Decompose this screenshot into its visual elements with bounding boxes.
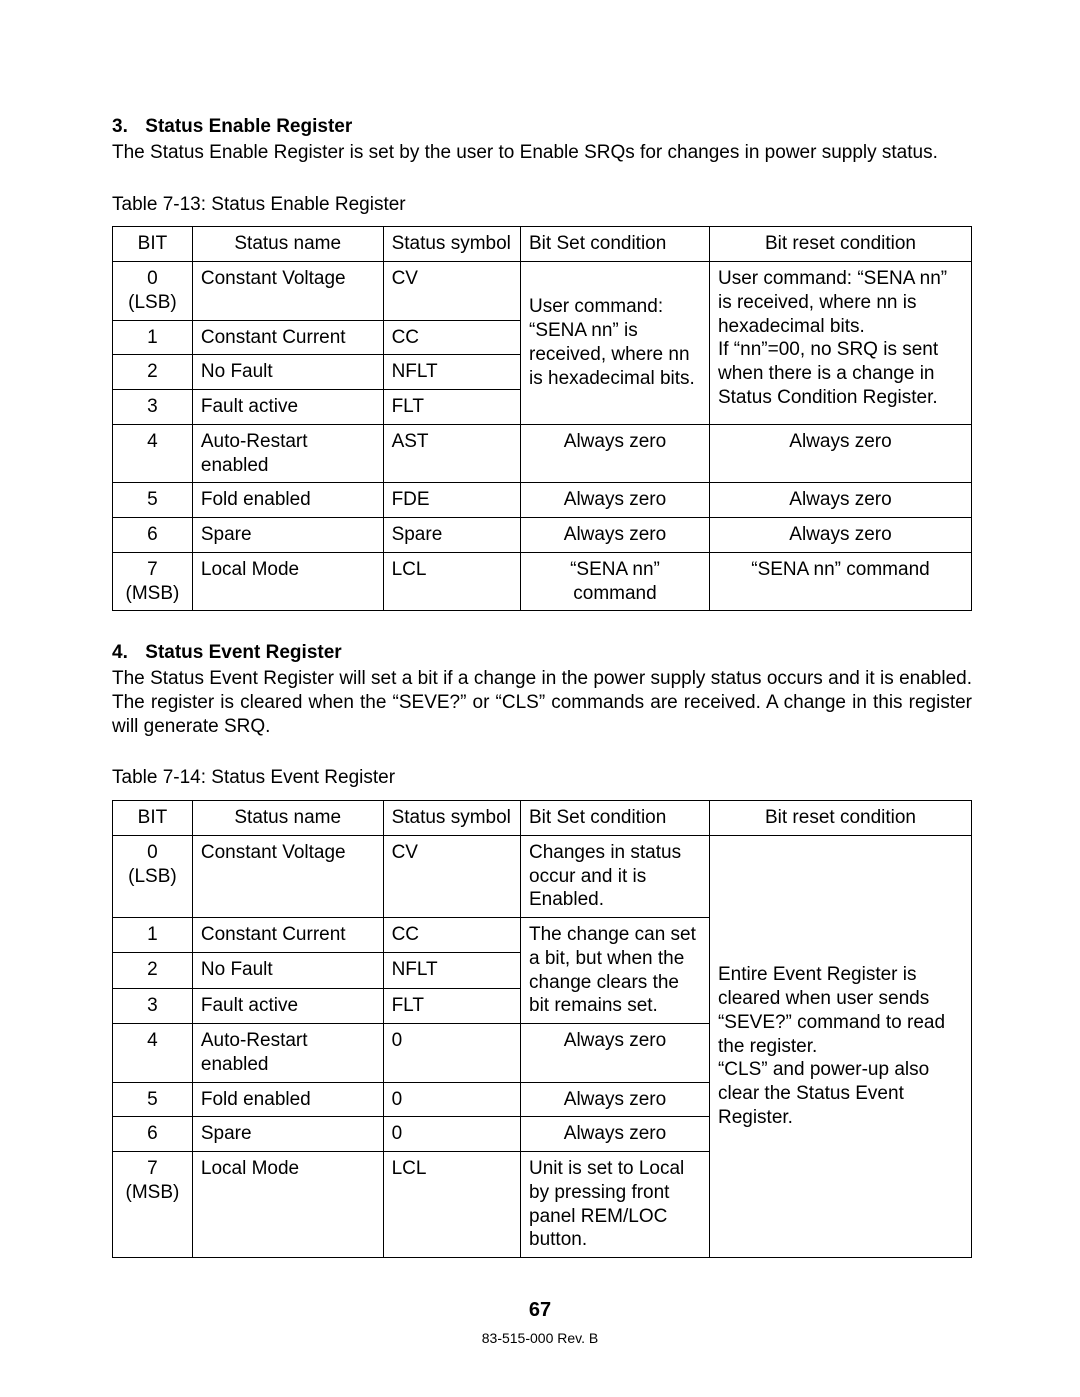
table-row: BIT Status name Status symbol Bit Set co… — [113, 801, 972, 836]
cell-reset-merged: User command: “SENA nn” is received, whe… — [709, 262, 971, 425]
cell-sym: CC — [383, 320, 520, 355]
table-13-caption: Table 7-13: Status Enable Register — [112, 193, 972, 217]
table-row: 0 (LSB) Constant Voltage CV Changes in s… — [113, 835, 972, 917]
cell-name: Local Mode — [192, 552, 383, 611]
cell-name: Fault active — [192, 390, 383, 425]
cell-sym: CV — [383, 262, 520, 321]
cell-sym: 0 — [383, 1117, 520, 1152]
cell-bit: 2 — [113, 355, 193, 390]
cell-bit: 7 (MSB) — [113, 552, 193, 611]
cell-bit: 5 — [113, 1082, 193, 1117]
cell-name: No Fault — [192, 355, 383, 390]
col-header-set: Bit Set condition — [521, 227, 710, 262]
cell-reset: Always zero — [709, 483, 971, 518]
cell-sym: 0 — [383, 1082, 520, 1117]
col-header-name: Status name — [192, 227, 383, 262]
col-header-reset: Bit reset condition — [709, 801, 971, 836]
cell-name: Auto-Restart enabled — [192, 424, 383, 483]
section-3-title: Status Enable Register — [145, 116, 352, 137]
col-header-symbol: Status symbol — [383, 801, 520, 836]
cell-bit: 6 — [113, 1117, 193, 1152]
section-4-number: 4. — [112, 641, 140, 665]
cell-reset: Always zero — [709, 424, 971, 483]
section-3-paragraph: The Status Enable Register is set by the… — [112, 141, 972, 165]
cell-sym: FLT — [383, 988, 520, 1023]
col-header-name: Status name — [192, 801, 383, 836]
cell-name: Constant Voltage — [192, 262, 383, 321]
cell-name: Fault active — [192, 988, 383, 1023]
cell-name: Fold enabled — [192, 483, 383, 518]
cell-sym: FDE — [383, 483, 520, 518]
cell-set: Always zero — [521, 1117, 710, 1152]
cell-bit: 7 (MSB) — [113, 1152, 193, 1258]
cell-bit: 4 — [113, 1024, 193, 1083]
cell-bit: 0 (LSB) — [113, 262, 193, 321]
cell-set-top: Changes in status occur and it is Enable… — [521, 835, 710, 917]
cell-bit: 3 — [113, 390, 193, 425]
cell-sym: LCL — [383, 1152, 520, 1258]
cell-name: Local Mode — [192, 1152, 383, 1258]
col-header-reset: Bit reset condition — [709, 227, 971, 262]
table-14-caption: Table 7-14: Status Event Register — [112, 766, 972, 790]
section-3-number: 3. — [112, 115, 140, 139]
table-row: 6 Spare Spare Always zero Always zero — [113, 518, 972, 553]
cell-bit: 4 — [113, 424, 193, 483]
cell-set: Always zero — [521, 1082, 710, 1117]
cell-bit: 6 — [113, 518, 193, 553]
cell-name: Constant Current — [192, 320, 383, 355]
cell-name: Fold enabled — [192, 1082, 383, 1117]
table-row: 0 (LSB) Constant Voltage CV User command… — [113, 262, 972, 321]
cell-set-merged: User command: “SENA nn” is received, whe… — [521, 262, 710, 425]
footer-revision: 83-515-000 Rev. B — [0, 1330, 1080, 1348]
cell-bit: 5 — [113, 483, 193, 518]
cell-name: Constant Current — [192, 918, 383, 953]
cell-name: Constant Voltage — [192, 835, 383, 917]
cell-name: Spare — [192, 1117, 383, 1152]
cell-bit: 2 — [113, 953, 193, 988]
cell-sym: AST — [383, 424, 520, 483]
cell-set: Always zero — [521, 1024, 710, 1083]
col-header-bit: BIT — [113, 801, 193, 836]
cell-sym: NFLT — [383, 355, 520, 390]
cell-name: Spare — [192, 518, 383, 553]
table-14: BIT Status name Status symbol Bit Set co… — [112, 800, 972, 1258]
section-4-title: Status Event Register — [145, 642, 341, 663]
section-3-heading: 3. Status Enable Register — [112, 115, 972, 139]
cell-name: No Fault — [192, 953, 383, 988]
section-4-heading: 4. Status Event Register — [112, 641, 972, 665]
page-number: 67 — [0, 1298, 1080, 1323]
table-13: BIT Status name Status symbol Bit Set co… — [112, 226, 972, 611]
cell-bit: 3 — [113, 988, 193, 1023]
cell-sym: FLT — [383, 390, 520, 425]
table-row: BIT Status name Status symbol Bit Set co… — [113, 227, 972, 262]
col-header-symbol: Status symbol — [383, 227, 520, 262]
cell-sym: Spare — [383, 518, 520, 553]
cell-set-merged-1-3: The change can set a bit, but when the c… — [521, 918, 710, 1024]
cell-sym: LCL — [383, 552, 520, 611]
table-row: 4 Auto-Restart enabled AST Always zero A… — [113, 424, 972, 483]
cell-reset-merged-all: Entire Event Register is cleared when us… — [709, 835, 971, 1257]
cell-set: Always zero — [521, 518, 710, 553]
cell-reset: “SENA nn” command — [709, 552, 971, 611]
cell-name: Auto-Restart enabled — [192, 1024, 383, 1083]
table-row: 5 Fold enabled FDE Always zero Always ze… — [113, 483, 972, 518]
page-content: 3. Status Enable Register The Status Ena… — [0, 0, 1080, 1258]
cell-reset: Always zero — [709, 518, 971, 553]
cell-set: “SENA nn” command — [521, 552, 710, 611]
cell-sym: CC — [383, 918, 520, 953]
col-header-set: Bit Set condition — [521, 801, 710, 836]
section-4-paragraph: The Status Event Register will set a bit… — [112, 667, 972, 738]
cell-set: Always zero — [521, 424, 710, 483]
cell-sym: NFLT — [383, 953, 520, 988]
cell-sym: CV — [383, 835, 520, 917]
cell-set: Always zero — [521, 483, 710, 518]
cell-bit: 1 — [113, 320, 193, 355]
cell-set: Unit is set to Local by pressing front p… — [521, 1152, 710, 1258]
table-row: 7 (MSB) Local Mode LCL “SENA nn” command… — [113, 552, 972, 611]
cell-bit: 0 (LSB) — [113, 835, 193, 917]
cell-bit: 1 — [113, 918, 193, 953]
cell-sym: 0 — [383, 1024, 520, 1083]
col-header-bit: BIT — [113, 227, 193, 262]
